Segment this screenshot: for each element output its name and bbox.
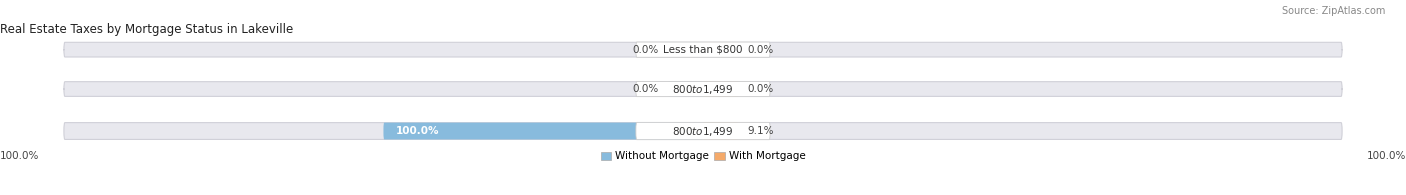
Text: 100.0%: 100.0%	[0, 151, 39, 161]
Text: 100.0%: 100.0%	[396, 126, 440, 136]
Legend: Without Mortgage, With Mortgage: Without Mortgage, With Mortgage	[596, 147, 810, 166]
Text: 0.0%: 0.0%	[633, 45, 658, 55]
FancyBboxPatch shape	[63, 82, 1343, 96]
Text: 9.1%: 9.1%	[748, 126, 775, 136]
FancyBboxPatch shape	[703, 82, 738, 96]
FancyBboxPatch shape	[636, 42, 770, 57]
FancyBboxPatch shape	[703, 42, 738, 57]
Text: Less than $800: Less than $800	[664, 45, 742, 55]
FancyBboxPatch shape	[384, 123, 703, 139]
Text: 0.0%: 0.0%	[633, 84, 658, 94]
FancyBboxPatch shape	[636, 122, 770, 140]
Text: $800 to $1,499: $800 to $1,499	[672, 125, 734, 137]
Text: Source: ZipAtlas.com: Source: ZipAtlas.com	[1281, 6, 1385, 16]
FancyBboxPatch shape	[668, 42, 703, 57]
Text: 0.0%: 0.0%	[748, 45, 773, 55]
FancyBboxPatch shape	[63, 42, 1343, 57]
FancyBboxPatch shape	[636, 82, 770, 97]
Text: $800 to $1,499: $800 to $1,499	[672, 82, 734, 96]
Text: Real Estate Taxes by Mortgage Status in Lakeville: Real Estate Taxes by Mortgage Status in …	[0, 23, 294, 36]
FancyBboxPatch shape	[63, 123, 1343, 139]
Text: 100.0%: 100.0%	[1367, 151, 1406, 161]
FancyBboxPatch shape	[668, 82, 703, 96]
Text: 0.0%: 0.0%	[748, 84, 773, 94]
FancyBboxPatch shape	[703, 123, 738, 139]
